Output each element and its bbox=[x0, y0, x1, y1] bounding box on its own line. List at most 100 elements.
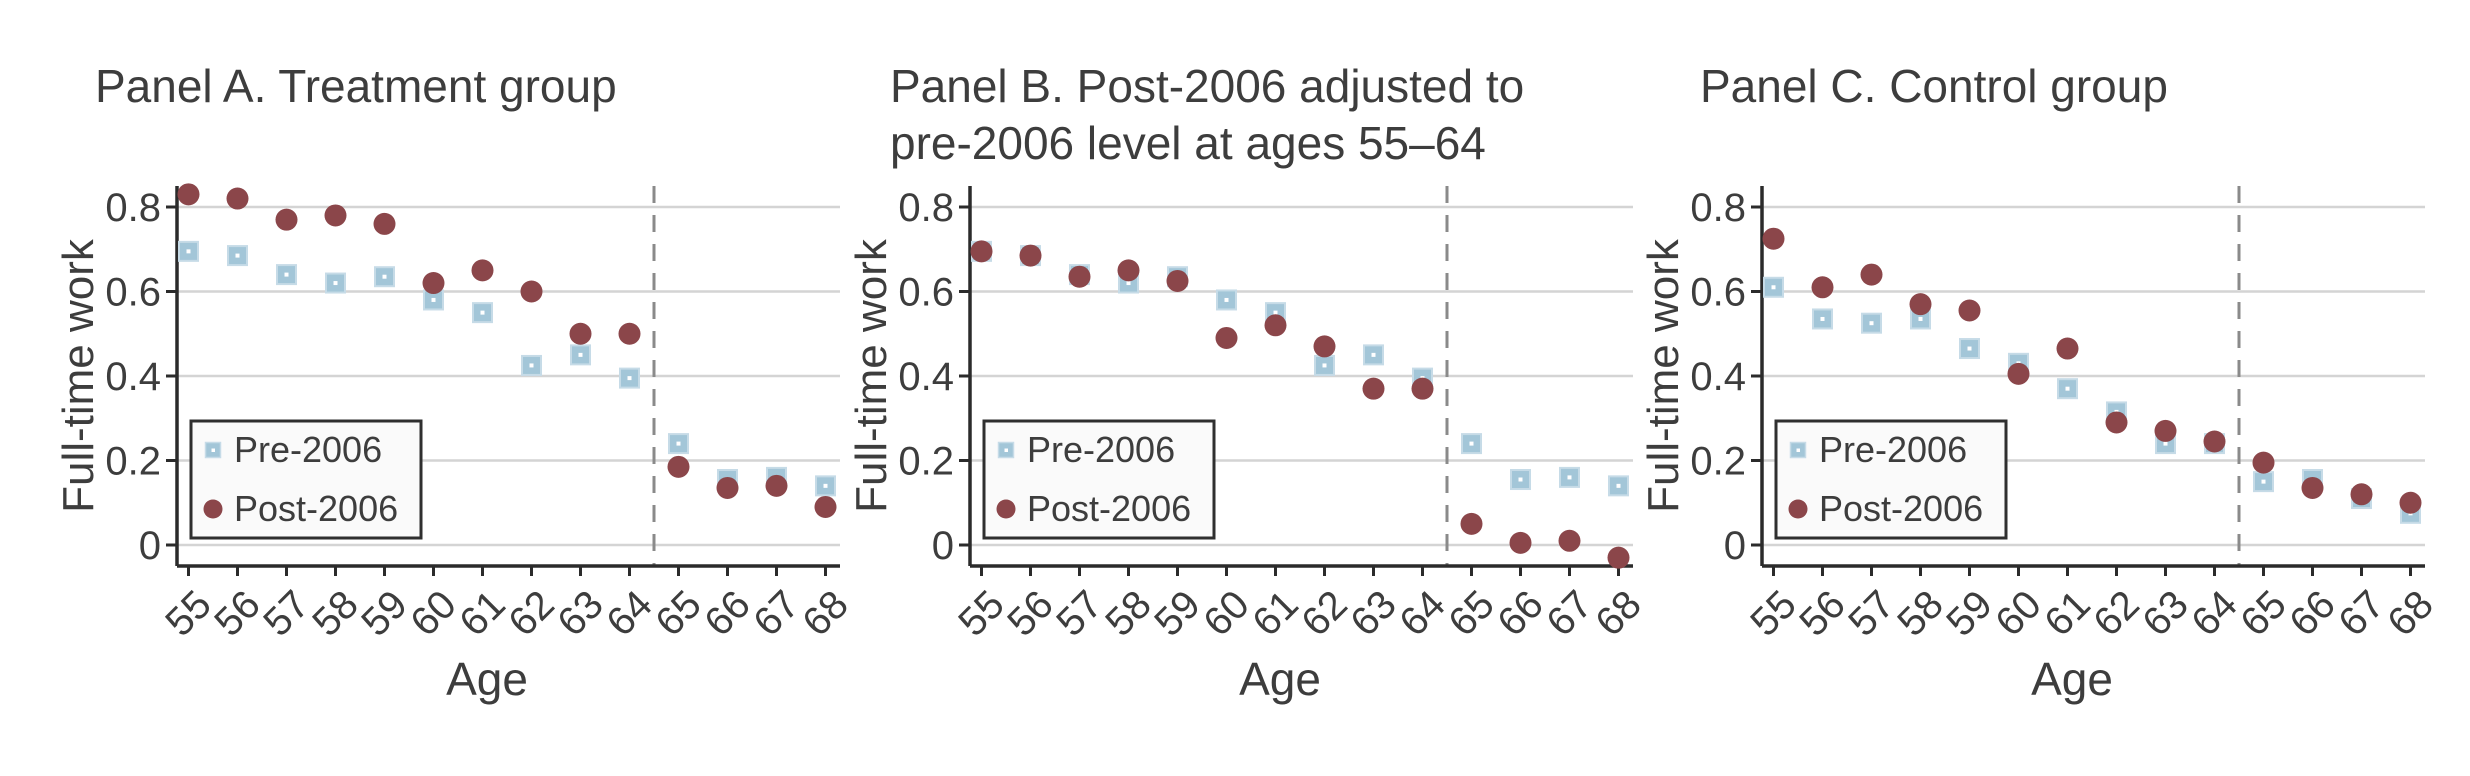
legend-box bbox=[189, 419, 423, 540]
post-2006-point bbox=[324, 204, 347, 227]
pre-2006-point-dot bbox=[382, 274, 387, 279]
legend-pre-marker-dot bbox=[211, 448, 215, 452]
panel-a-title: Panel A. Treatment group bbox=[95, 58, 617, 116]
pre-2006-point-dot bbox=[333, 281, 338, 286]
y-tick-label: 0.2 bbox=[898, 440, 954, 484]
legend-item-pre: Pre-2006 bbox=[234, 429, 382, 470]
post-2006-point bbox=[618, 322, 641, 345]
post-2006-point bbox=[520, 280, 543, 303]
legend-item-post: Post-2006 bbox=[1027, 488, 1191, 529]
post-2006-point bbox=[2154, 419, 2177, 442]
y-tick-label: 0 bbox=[1724, 524, 1746, 568]
y-tick-label: 0.8 bbox=[898, 186, 954, 230]
legend-item-post: Post-2006 bbox=[1819, 488, 1983, 529]
post-2006-point bbox=[716, 476, 739, 499]
post-2006-point bbox=[1068, 265, 1091, 288]
pre-2006-point-dot bbox=[431, 297, 436, 302]
post-2006-point bbox=[1509, 531, 1532, 554]
legend-post-marker bbox=[203, 499, 223, 519]
post-2006-point bbox=[1411, 377, 1434, 400]
post-2006-point bbox=[1607, 546, 1630, 569]
post-2006-point bbox=[1313, 335, 1336, 358]
pre-2006-point-dot bbox=[1126, 281, 1131, 286]
legend-box bbox=[1774, 419, 2008, 540]
y-axis-title: Full-time work bbox=[847, 238, 896, 513]
y-tick-label: 0 bbox=[932, 524, 954, 568]
x-axis-title: Age bbox=[2031, 653, 2113, 705]
legend: Pre-2006 Post-2006 bbox=[982, 419, 1216, 540]
legend-pre-marker-dot bbox=[1004, 448, 1008, 452]
panel-a-chart: 00.20.40.60.8555657585960616263646566676… bbox=[54, 183, 857, 705]
pre-2006-point-dot bbox=[1967, 346, 1972, 351]
legend: Pre-2006 Post-2006 bbox=[189, 419, 423, 540]
post-2006-point bbox=[2203, 430, 2226, 453]
pre-2006-point-dot bbox=[1869, 321, 1874, 326]
y-tick-label: 0.6 bbox=[105, 271, 161, 315]
y-tick-label: 0.2 bbox=[105, 440, 161, 484]
legend-item-pre: Pre-2006 bbox=[1027, 429, 1175, 470]
post-2006-point bbox=[226, 187, 249, 210]
pre-2006-point-dot bbox=[1469, 441, 1474, 446]
pre-2006-point-dot bbox=[529, 363, 534, 368]
x-tick-label: 68 bbox=[794, 582, 857, 645]
panel-c-chart: 00.20.40.60.8555657585960616263646566676… bbox=[1639, 186, 2442, 705]
y-tick-label: 0.2 bbox=[1690, 440, 1746, 484]
pre-2006-point-dot bbox=[1518, 477, 1523, 482]
legend-item-pre: Pre-2006 bbox=[1819, 429, 1967, 470]
pre-2006-point-dot bbox=[1918, 316, 1923, 321]
y-tick-label: 0.6 bbox=[1690, 271, 1746, 315]
x-tick-label: 68 bbox=[2379, 582, 2442, 645]
legend: Pre-2006 Post-2006 bbox=[1774, 419, 2008, 540]
post-2006-point bbox=[1958, 299, 1981, 322]
legend-post-marker bbox=[1788, 499, 1808, 519]
y-tick-label: 0.4 bbox=[898, 355, 954, 399]
post-2006-point bbox=[1117, 259, 1140, 282]
post-2006-point bbox=[1019, 244, 1042, 267]
pre-2006-point-dot bbox=[578, 352, 583, 357]
pre-2006-point-dot bbox=[1820, 316, 1825, 321]
y-axis-title: Full-time work bbox=[54, 238, 103, 513]
post-2006-point bbox=[814, 495, 837, 518]
post-2006-point bbox=[471, 259, 494, 282]
post-2006-point bbox=[765, 474, 788, 497]
post-2006-point bbox=[2350, 483, 2373, 506]
pre-2006-point-dot bbox=[284, 272, 289, 277]
post-2006-point bbox=[177, 183, 200, 206]
y-tick-label: 0.8 bbox=[1690, 186, 1746, 230]
panel-b-chart: 00.20.40.60.8555657585960616263646566676… bbox=[847, 186, 1650, 705]
post-2006-point bbox=[667, 455, 690, 478]
pre-2006-point-dot bbox=[1371, 352, 1376, 357]
x-axis-title: Age bbox=[1239, 653, 1321, 705]
pre-2006-point-dot bbox=[1224, 297, 1229, 302]
pre-2006-point-dot bbox=[2065, 386, 2070, 391]
post-2006-point bbox=[1460, 512, 1483, 535]
legend-box bbox=[982, 419, 1216, 540]
pre-2006-point-dot bbox=[2261, 479, 2266, 484]
x-axis-title: Age bbox=[446, 653, 528, 705]
panel-c-title-line2 bbox=[1700, 115, 2168, 116]
post-2006-point bbox=[1166, 269, 1189, 292]
pre-2006-point-dot bbox=[186, 249, 191, 254]
panel-c-title-line1: Panel C. Control group bbox=[1700, 60, 2168, 112]
pre-2006-point-dot bbox=[627, 376, 632, 381]
panel-b-title: Panel B. Post-2006 adjusted to pre-2006 … bbox=[890, 58, 1524, 172]
panel-a-title-line1: Panel A. Treatment group bbox=[95, 60, 617, 112]
legend-item-post: Post-2006 bbox=[234, 488, 398, 529]
post-2006-point bbox=[970, 240, 993, 263]
post-2006-point bbox=[2056, 337, 2079, 360]
post-2006-point bbox=[373, 212, 396, 235]
post-2006-point bbox=[2105, 411, 2128, 434]
post-2006-point bbox=[569, 322, 592, 345]
post-2006-point bbox=[1860, 263, 1883, 286]
legend-pre-marker-dot bbox=[1796, 448, 1800, 452]
post-2006-point bbox=[2301, 476, 2324, 499]
x-tick-label: 68 bbox=[1587, 582, 1650, 645]
y-tick-label: 0.6 bbox=[898, 271, 954, 315]
pre-2006-point-dot bbox=[1616, 483, 1621, 488]
panel-b-title-line2: pre-2006 level at ages 55–64 bbox=[890, 117, 1486, 169]
pre-2006-point-dot bbox=[1273, 310, 1278, 315]
pre-2006-point-dot bbox=[1567, 475, 1572, 480]
y-axis-title: Full-time work bbox=[1639, 238, 1688, 513]
